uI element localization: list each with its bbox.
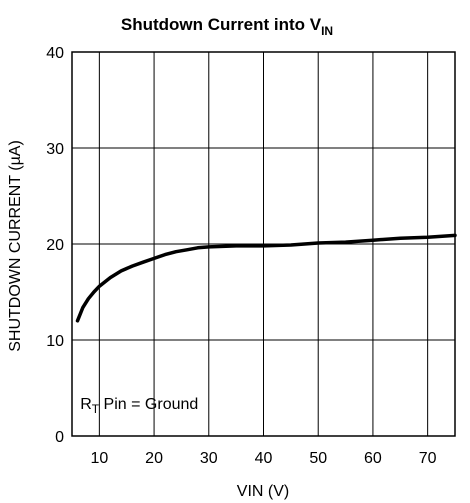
annotation-rest: Pin = Ground	[99, 396, 198, 413]
annotation-rt-pin: RT Pin = Ground	[80, 396, 198, 416]
x-tick-labels: 10 20 30 40 50 60 70	[90, 450, 436, 467]
series-layer	[75, 233, 457, 323]
x-tick-label: 60	[364, 450, 382, 467]
annotation-r-subscript: T	[92, 402, 100, 416]
x-tick-label: 20	[145, 450, 163, 467]
y-tick-label: 20	[46, 237, 64, 254]
annotation-r: R	[80, 396, 92, 413]
x-tick-label: 10	[90, 450, 108, 467]
grid	[72, 51, 455, 437]
y-tick-label: 40	[46, 45, 64, 62]
y-tick-labels: 0 10 20 30 40	[46, 45, 64, 446]
chart-title: Shutdown Current into VIN	[121, 15, 333, 38]
chart-title-main: Shutdown Current into V	[121, 15, 322, 34]
y-axis-label: SHUTDOWN CURRENT (µA)	[7, 140, 24, 352]
x-axis-label: VIN (V)	[237, 483, 289, 500]
x-tick-label: 70	[419, 450, 437, 467]
y-tick-label: 0	[55, 429, 64, 446]
plot-frame	[71, 51, 456, 437]
y-tick-label: 30	[46, 141, 64, 158]
x-tick-label: 40	[255, 450, 273, 467]
x-tick-label: 30	[200, 450, 218, 467]
x-tick-label: 50	[309, 450, 327, 467]
y-tick-label: 10	[46, 333, 64, 350]
series-line	[75, 233, 457, 323]
chart-title-subscript: IN	[321, 24, 333, 38]
